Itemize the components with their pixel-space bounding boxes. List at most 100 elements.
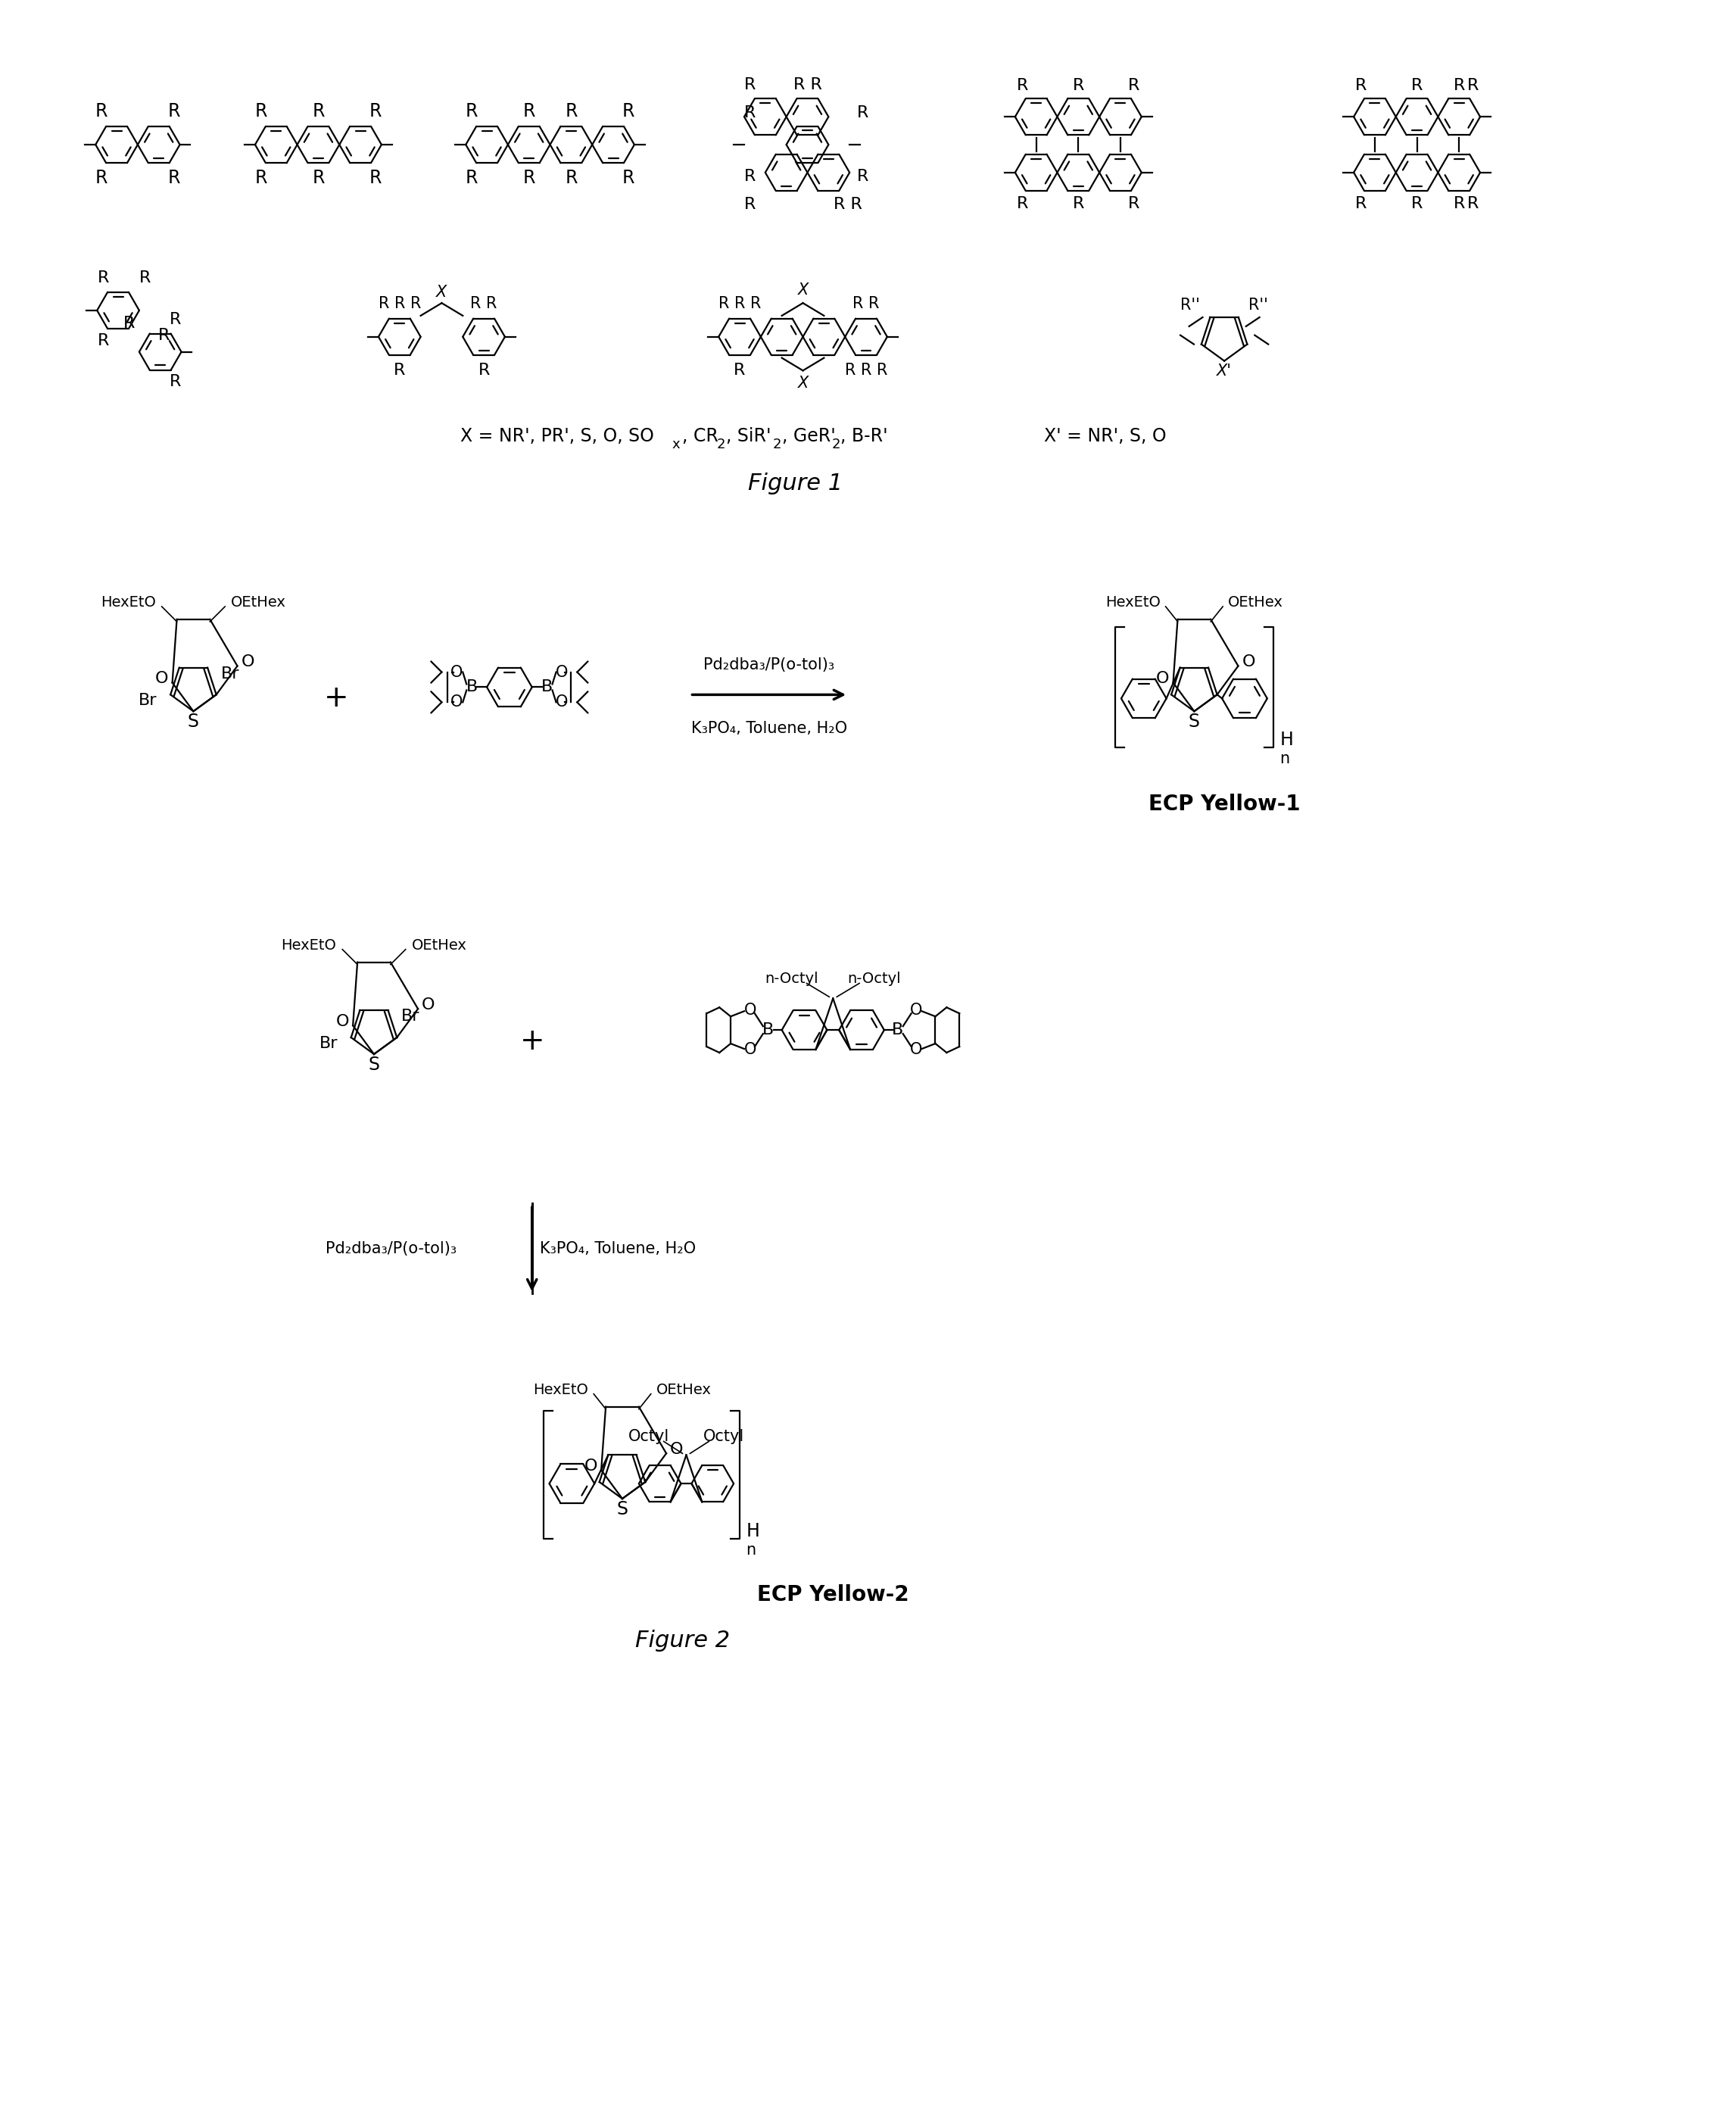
Text: O: O (670, 1443, 684, 1457)
Text: Figure 2: Figure 2 (635, 1630, 729, 1651)
Text: R: R (97, 270, 109, 285)
Text: B: B (762, 1023, 774, 1038)
Text: R: R (1453, 78, 1465, 93)
Text: R R R: R R R (378, 295, 420, 312)
Text: ECP Yellow-1: ECP Yellow-1 (1149, 793, 1300, 814)
Text: B: B (892, 1023, 903, 1038)
Text: K₃PO₄, Toluene, H₂O: K₃PO₄, Toluene, H₂O (691, 721, 847, 736)
Text: H: H (746, 1523, 760, 1540)
Text: , GeR': , GeR' (781, 428, 835, 445)
Text: O: O (1241, 654, 1255, 671)
Text: R: R (1073, 196, 1085, 211)
Text: R: R (621, 103, 635, 120)
Text: R: R (523, 169, 535, 188)
Text: O: O (335, 1014, 349, 1029)
Text: n-Octyl: n-Octyl (766, 972, 818, 987)
Text: Br: Br (401, 1008, 420, 1025)
Text: n: n (1279, 751, 1290, 766)
Text: 2: 2 (717, 439, 726, 451)
Text: OEtHex: OEtHex (231, 595, 286, 610)
Text: O: O (583, 1459, 597, 1474)
Text: O: O (910, 1042, 922, 1057)
Text: R: R (370, 103, 382, 120)
Text: X: X (797, 283, 809, 297)
Text: O: O (556, 694, 568, 711)
Text: R: R (1073, 78, 1085, 93)
Text: R: R (465, 169, 477, 188)
Text: Figure 1: Figure 1 (748, 472, 842, 496)
Text: R R: R R (793, 78, 821, 93)
Text: R'': R'' (1180, 297, 1200, 312)
Text: R: R (158, 327, 170, 344)
Text: R: R (170, 312, 181, 327)
Text: R: R (745, 105, 757, 120)
Text: R: R (1128, 78, 1141, 93)
Text: n-Octyl: n-Octyl (847, 972, 901, 987)
Text: R: R (1128, 196, 1141, 211)
Text: R: R (139, 270, 151, 285)
Text: R: R (255, 169, 267, 188)
Text: n: n (746, 1542, 755, 1556)
Text: X: X (797, 375, 809, 390)
Text: R: R (1017, 78, 1028, 93)
Text: O: O (556, 664, 568, 679)
Text: R: R (621, 169, 635, 188)
Text: R: R (312, 169, 325, 188)
Text: Br: Br (319, 1036, 339, 1050)
Text: Octyl: Octyl (703, 1430, 745, 1445)
Text: R: R (255, 103, 267, 120)
Text: X = NR', PR', S, O, SO: X = NR', PR', S, O, SO (460, 428, 654, 445)
Text: X' = NR', S, O: X' = NR', S, O (1043, 428, 1167, 445)
Text: R: R (97, 333, 109, 348)
Text: O: O (451, 694, 464, 711)
Text: O: O (422, 998, 436, 1012)
Text: S: S (187, 713, 200, 732)
Text: R'': R'' (1248, 297, 1267, 312)
Text: O: O (910, 1004, 922, 1019)
Text: R: R (168, 169, 181, 188)
Text: R: R (858, 105, 870, 120)
Text: R: R (1017, 196, 1028, 211)
Text: R: R (1467, 78, 1479, 93)
Text: S: S (368, 1057, 380, 1073)
Text: R: R (523, 103, 535, 120)
Text: ECP Yellow-2: ECP Yellow-2 (757, 1584, 910, 1605)
Text: R R: R R (833, 196, 863, 211)
Text: R: R (734, 363, 745, 378)
Text: O: O (155, 671, 168, 685)
Text: B: B (465, 679, 477, 694)
Text: O: O (745, 1042, 757, 1057)
Text: S: S (616, 1499, 628, 1518)
Text: OEtHex: OEtHex (411, 939, 467, 953)
Text: HexEtO: HexEtO (101, 595, 156, 610)
Text: , SiR': , SiR' (726, 428, 771, 445)
Text: R: R (745, 78, 757, 93)
Text: +: + (325, 683, 349, 713)
Text: Br: Br (220, 666, 240, 681)
Text: HexEtO: HexEtO (533, 1384, 589, 1398)
Text: OEtHex: OEtHex (1227, 595, 1283, 610)
Text: B: B (542, 679, 552, 694)
Text: R: R (564, 169, 578, 188)
Text: Pd₂dba₃/P(o-tol)₃: Pd₂dba₃/P(o-tol)₃ (703, 658, 835, 673)
Text: S: S (1189, 713, 1200, 732)
Text: R: R (1467, 196, 1479, 211)
Text: R: R (1356, 196, 1366, 211)
Text: R: R (168, 103, 181, 120)
Text: 2: 2 (832, 439, 840, 451)
Text: R: R (745, 169, 757, 183)
Text: R: R (170, 375, 181, 390)
Text: Octyl: Octyl (628, 1430, 668, 1445)
Text: 2: 2 (773, 439, 781, 451)
Text: K₃PO₄, Toluene, H₂O: K₃PO₄, Toluene, H₂O (540, 1240, 696, 1257)
Text: R: R (1453, 196, 1465, 211)
Text: R R: R R (470, 295, 496, 312)
Text: R: R (370, 169, 382, 188)
Text: Pd₂dba₃/P(o-tol)₃: Pd₂dba₃/P(o-tol)₃ (326, 1240, 457, 1257)
Text: , CR: , CR (682, 428, 719, 445)
Text: x: x (672, 439, 681, 451)
Text: R: R (745, 196, 757, 211)
Text: OEtHex: OEtHex (656, 1384, 712, 1398)
Text: X': X' (1217, 363, 1233, 378)
Text: R: R (1411, 196, 1424, 211)
